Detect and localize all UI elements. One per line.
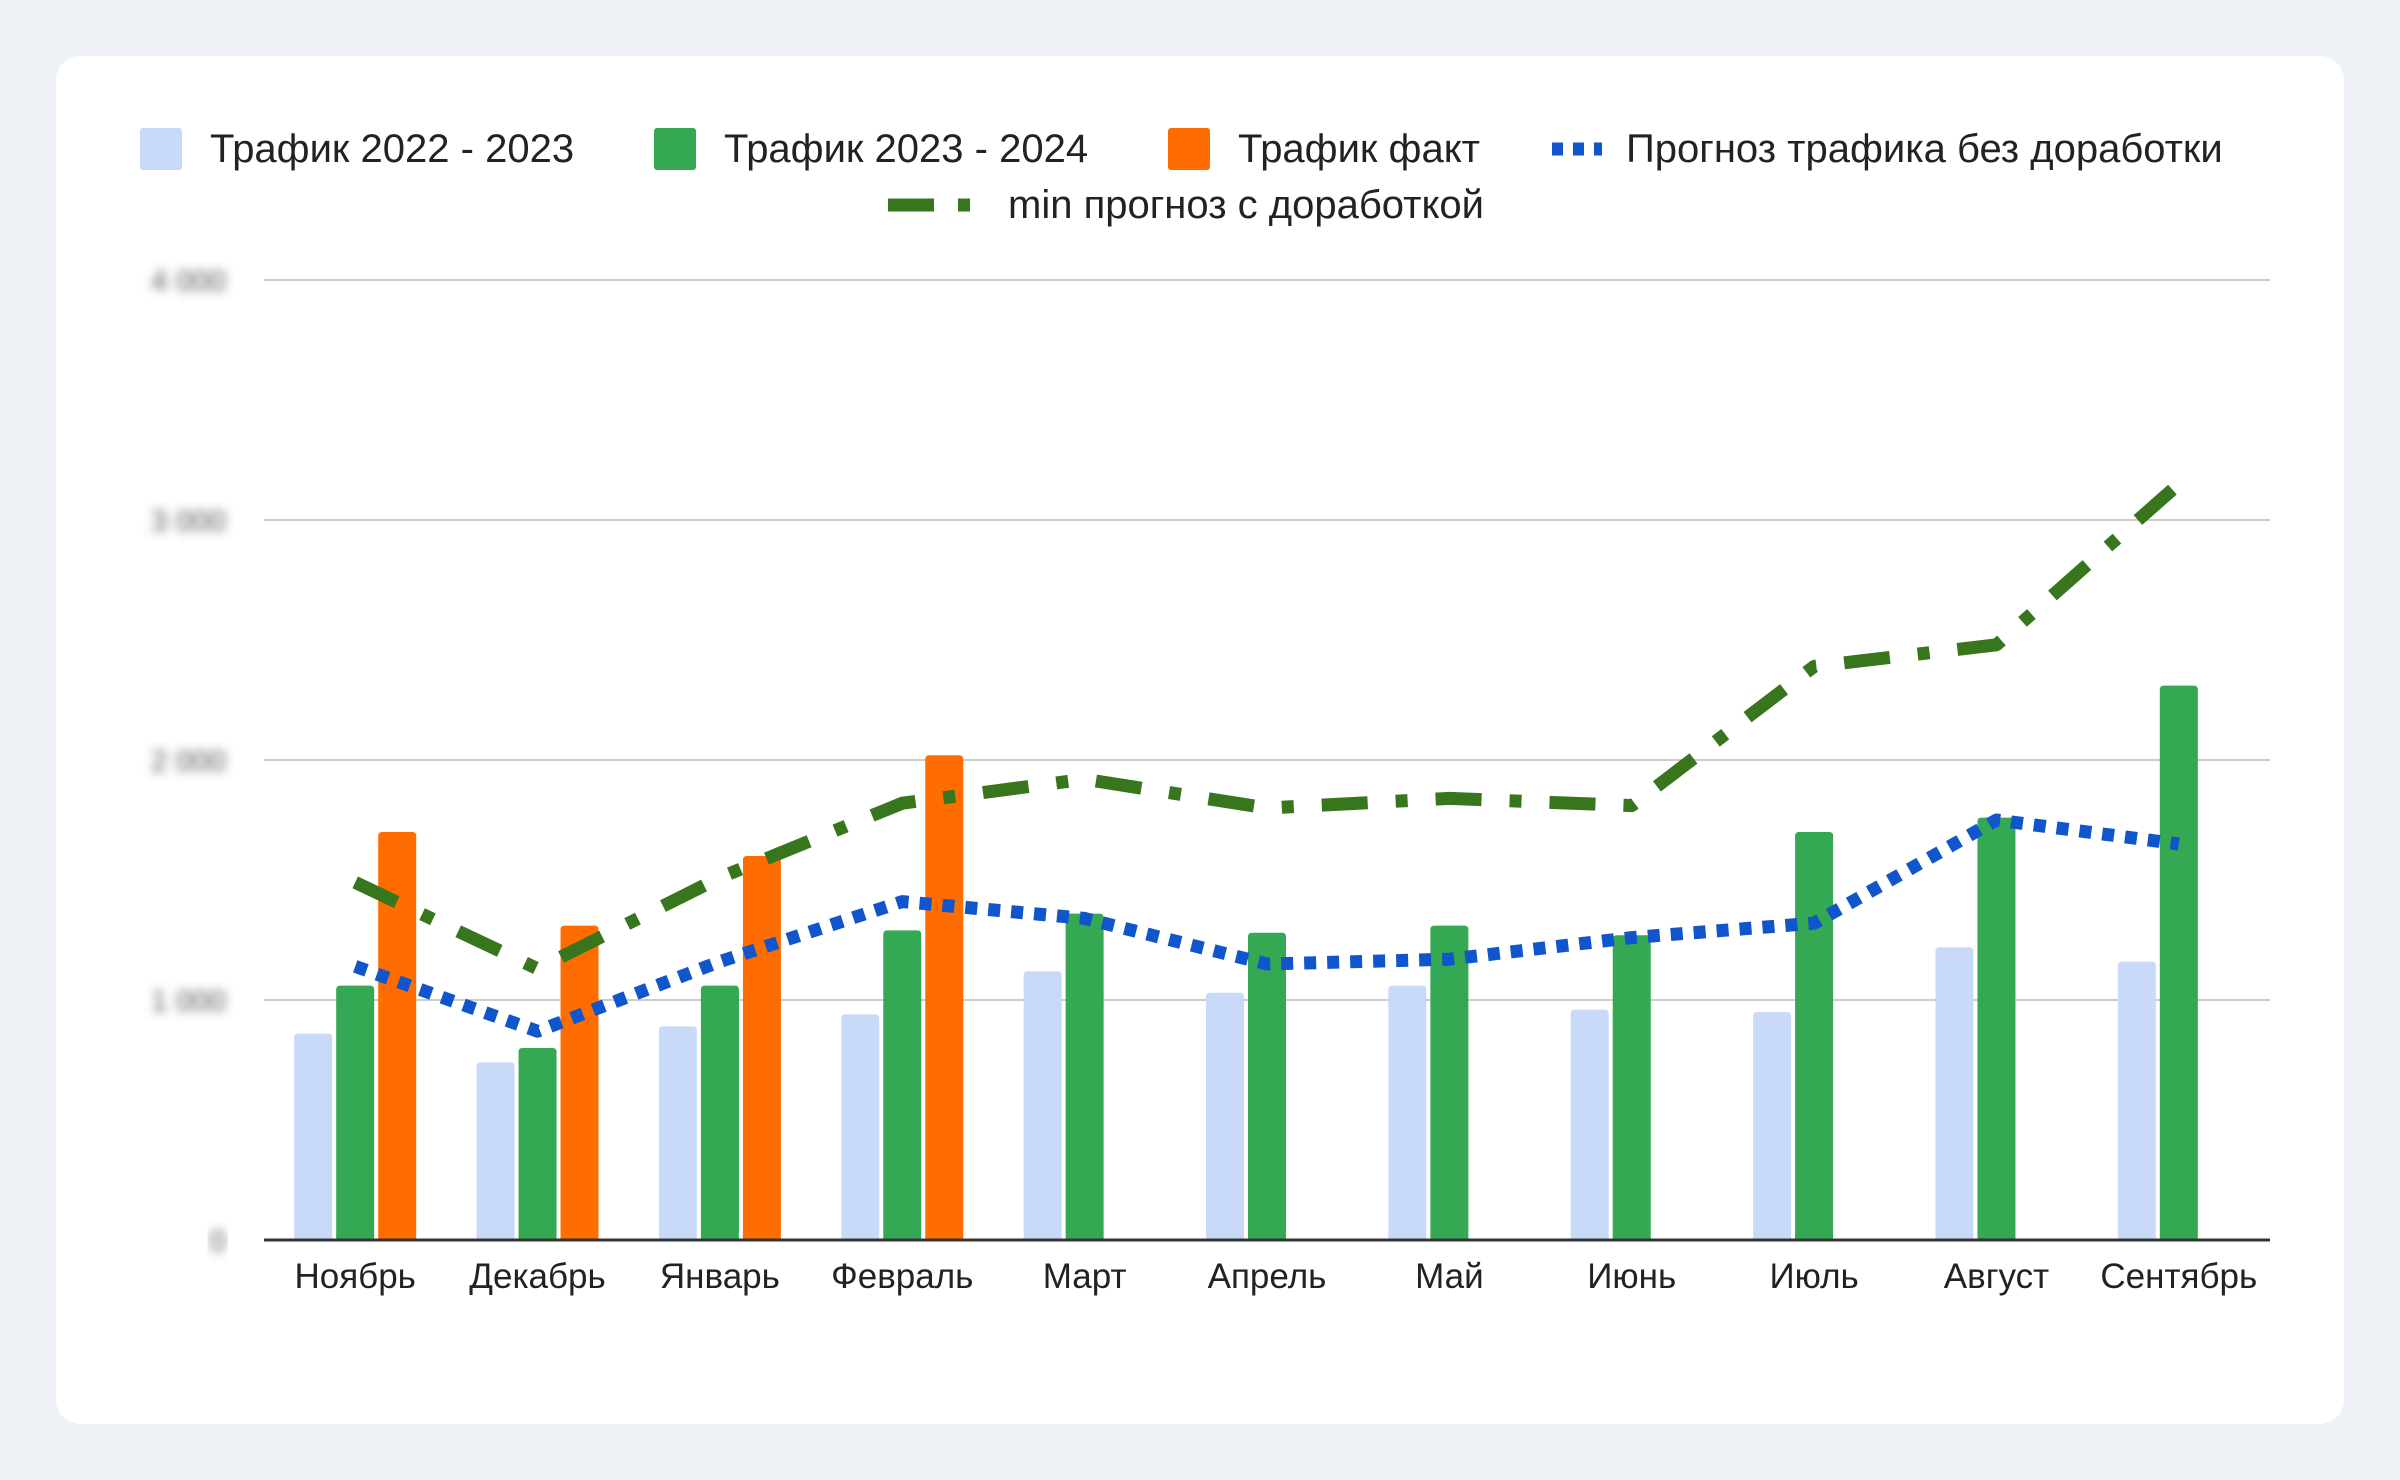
line-point[interactable] — [354, 881, 356, 883]
legend-item-series-1[interactable]: Трафик 2022 - 2023 — [140, 127, 574, 171]
legend-swatch-series-2 — [654, 128, 696, 170]
bar-series-3[interactable] — [742, 856, 781, 1240]
line-point[interactable] — [1266, 807, 1268, 809]
line-point[interactable] — [901, 901, 903, 903]
bar-series-1[interactable] — [1753, 1012, 1792, 1240]
line-point[interactable] — [1266, 963, 1268, 965]
line-point[interactable] — [1631, 937, 1633, 939]
legend-item-series-4[interactable]: Прогноз трафика без доработки — [1552, 127, 2223, 171]
x-tick-label: Май — [1415, 1257, 1484, 1296]
line-point[interactable] — [901, 802, 903, 804]
bar-series-2[interactable] — [1612, 935, 1651, 1240]
line-point[interactable] — [537, 1030, 539, 1032]
line-point[interactable] — [1995, 819, 1997, 821]
legend-label-series-3: Трафик факт — [1238, 127, 1480, 171]
line-point[interactable] — [1631, 805, 1633, 807]
x-tick-label: Апрель — [1208, 1257, 1327, 1296]
x-tick-label: Март — [1043, 1257, 1127, 1296]
line-series-5[interactable] — [352, 479, 2184, 976]
bar-series-2[interactable] — [1248, 932, 1286, 1240]
line-point[interactable] — [2178, 483, 2180, 485]
bar-series-2[interactable] — [336, 985, 375, 1240]
bar-series-2[interactable] — [1795, 832, 1834, 1240]
bar-series-2[interactable] — [1977, 817, 2016, 1240]
bar-series-1[interactable] — [2117, 961, 2156, 1240]
line-point[interactable] — [719, 877, 721, 879]
bar-series-1[interactable] — [1935, 947, 1974, 1240]
legend-label-series-2: Трафик 2023 - 2024 — [724, 127, 1088, 171]
bar-series-2[interactable] — [1430, 925, 1469, 1240]
line-point[interactable] — [2178, 843, 2180, 845]
y-tick-label: 1 000 — [151, 985, 226, 1018]
legend-label-series-5: min прогноз с доработкой — [1008, 183, 1484, 227]
chart-card: Трафик 2022 - 2023 Трафик 2023 - 2024 Тр… — [56, 56, 2344, 1424]
line-point[interactable] — [719, 961, 721, 963]
line-point[interactable] — [1084, 778, 1086, 780]
x-tick-label: Январь — [660, 1257, 780, 1296]
x-tick-label: Июнь — [1587, 1257, 1676, 1296]
x-tick-label: Декабрь — [469, 1257, 605, 1296]
x-axis-ticks: Ноябрь Декабрь Январь Февраль Март Апрель Май И… — [294, 1257, 2257, 1296]
x-tick-label: Август — [1944, 1257, 2049, 1296]
x-tick-label: Июль — [1769, 1257, 1858, 1296]
legend-item-series-2[interactable]: Трафик 2023 - 2024 — [654, 127, 1088, 171]
line-point[interactable] — [1813, 665, 1815, 667]
line-series-4[interactable] — [353, 813, 2180, 1038]
bar-series-2[interactable] — [883, 930, 922, 1240]
lines — [352, 479, 2184, 1038]
legend-label-series-1: Трафик 2022 - 2023 — [210, 127, 574, 171]
x-tick-label: Февраль — [831, 1257, 973, 1296]
legend-item-series-3[interactable]: Трафик факт — [1168, 127, 1480, 171]
line-point[interactable] — [354, 965, 356, 967]
line-point[interactable] — [537, 968, 539, 970]
bar-series-1[interactable] — [658, 1026, 697, 1240]
bar-series-1[interactable] — [476, 1062, 515, 1240]
y-tick-label: 2 000 — [151, 745, 226, 778]
bar-series-2[interactable] — [518, 1048, 557, 1240]
bar-series-3[interactable] — [378, 832, 417, 1240]
y-tick-label: 0 — [209, 1225, 226, 1258]
x-tick-label: Ноябрь — [294, 1257, 415, 1296]
bar-series-3[interactable] — [925, 755, 964, 1240]
line-point[interactable] — [1084, 917, 1086, 919]
bar-series-1[interactable] — [1388, 985, 1427, 1240]
line-point[interactable] — [1995, 644, 1997, 646]
bar-series-3[interactable] — [560, 925, 599, 1240]
chart: Трафик 2022 - 2023 Трафик 2023 - 2024 Тр… — [140, 127, 2270, 1296]
line-point[interactable] — [1448, 958, 1450, 960]
legend: Трафик 2022 - 2023 Трафик 2023 - 2024 Тр… — [140, 127, 2223, 227]
line-point[interactable] — [1813, 922, 1815, 924]
bar-series-2[interactable] — [2159, 685, 2198, 1240]
bar-series-2[interactable] — [700, 985, 739, 1240]
legend-swatch-series-3 — [1168, 128, 1210, 170]
y-tick-label: 4 000 — [151, 265, 226, 298]
bars — [294, 685, 2198, 1240]
bar-series-1[interactable] — [841, 1014, 880, 1240]
bar-series-1[interactable] — [1570, 1009, 1609, 1240]
legend-swatch-series-1 — [140, 128, 182, 170]
line-point[interactable] — [1448, 797, 1450, 799]
y-tick-label: 3 000 — [151, 505, 226, 538]
y-axis-ticks: 0 1 000 2 000 3 000 4 000 — [151, 265, 226, 1258]
bar-series-1[interactable] — [1206, 992, 1244, 1240]
legend-item-series-5[interactable]: min прогноз с доработкой — [888, 183, 1484, 227]
gridlines — [264, 279, 2270, 1001]
bar-series-1[interactable] — [1023, 971, 1062, 1240]
x-tick-label: Сентябрь — [2100, 1257, 2257, 1296]
bar-series-2[interactable] — [1065, 913, 1104, 1240]
bar-series-1[interactable] — [294, 1033, 333, 1240]
legend-label-series-4: Прогноз трафика без доработки — [1626, 127, 2223, 171]
